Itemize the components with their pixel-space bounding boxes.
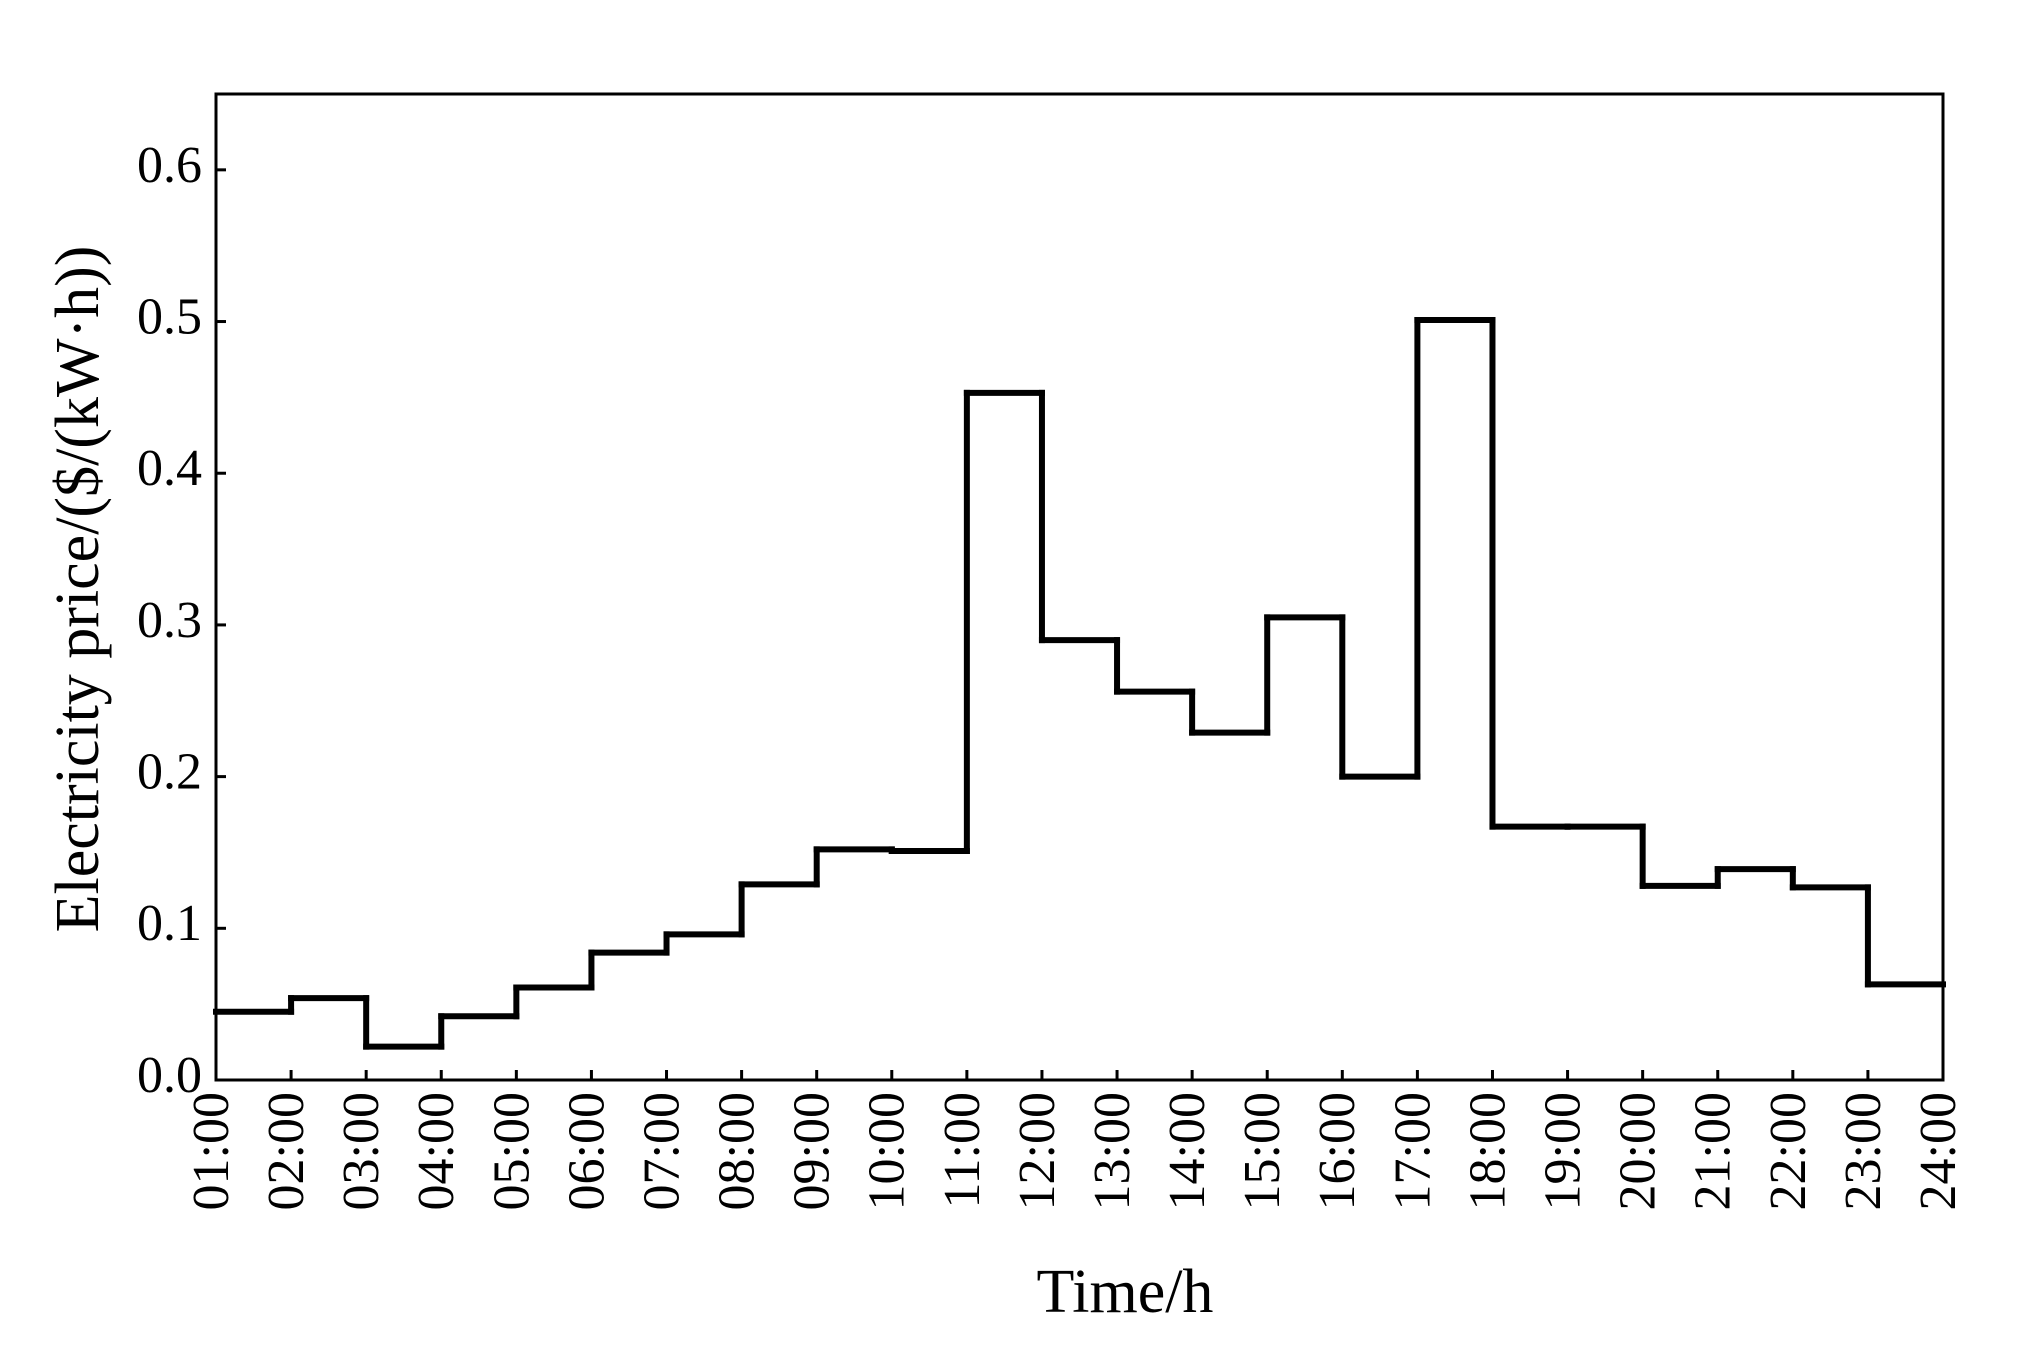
y-axis-label: Electricity price/($/(kW·h)) bbox=[44, 246, 112, 933]
x-tick-label: 13:00 bbox=[1084, 1092, 1141, 1210]
x-tick-label: 21:00 bbox=[1685, 1092, 1742, 1210]
x-tick-label: 09:00 bbox=[784, 1092, 841, 1210]
x-tick-label: 12:00 bbox=[1009, 1092, 1066, 1210]
x-tick-label: 07:00 bbox=[633, 1092, 690, 1210]
x-axis-label: Time/h bbox=[1037, 1258, 1214, 1326]
x-tick-label: 24:00 bbox=[1910, 1092, 1967, 1210]
plot-frame bbox=[214, 92, 1945, 1082]
x-tick-label: 05:00 bbox=[483, 1092, 540, 1210]
x-tick-label: 23:00 bbox=[1835, 1092, 1892, 1210]
y-tick-label: 0.1 bbox=[137, 895, 202, 952]
x-tick-label: 10:00 bbox=[859, 1092, 916, 1210]
x-tick-label: 04:00 bbox=[408, 1092, 465, 1210]
x-tick-label: 11:00 bbox=[934, 1092, 991, 1209]
x-tick-label: 22:00 bbox=[1760, 1092, 1817, 1210]
x-tick-label: 03:00 bbox=[333, 1092, 390, 1210]
y-tick-label: 0.2 bbox=[137, 744, 202, 801]
x-tick-label: 19:00 bbox=[1535, 1092, 1592, 1210]
x-tick-label: 18:00 bbox=[1459, 1092, 1516, 1210]
y-tick-label: 0.0 bbox=[137, 1047, 202, 1104]
x-tick-label: 14:00 bbox=[1159, 1092, 1216, 1210]
x-tick-label: 16:00 bbox=[1309, 1092, 1366, 1210]
x-tick-label: 08:00 bbox=[709, 1092, 766, 1210]
x-tick-label: 15:00 bbox=[1234, 1092, 1291, 1210]
y-tick-label: 0.3 bbox=[137, 592, 202, 649]
x-tick-label: 02:00 bbox=[258, 1092, 315, 1210]
y-tick-label: 0.6 bbox=[137, 137, 202, 194]
x-tick-label: 20:00 bbox=[1610, 1092, 1667, 1210]
x-tick-label: 17:00 bbox=[1384, 1092, 1441, 1210]
y-tick-label: 0.5 bbox=[137, 288, 202, 345]
x-tick-label: 01:00 bbox=[183, 1092, 240, 1210]
x-tick-label: 06:00 bbox=[558, 1092, 615, 1210]
y-tick-label: 0.4 bbox=[137, 440, 202, 497]
